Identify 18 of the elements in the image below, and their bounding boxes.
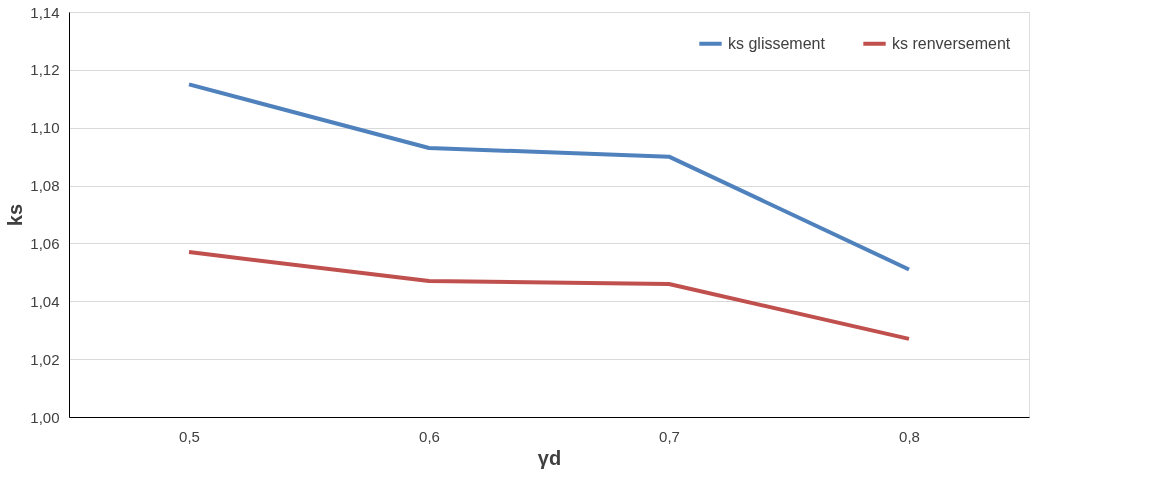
- y-tick-label: 1,02: [30, 350, 60, 368]
- x-tick-label: 0,6: [419, 427, 440, 445]
- y-axis-title: ks: [4, 203, 27, 227]
- legend-label: ks glissement: [728, 34, 826, 52]
- y-tick-label: 1,08: [30, 177, 60, 195]
- line-series: [187, 250, 911, 341]
- x-axis-title: γd: [537, 446, 562, 469]
- y-tick-label: 1,14: [30, 3, 60, 21]
- y-tick-label: 1,12: [30, 61, 60, 79]
- y-tick-label: 1,10: [30, 119, 60, 137]
- line-series: [187, 82, 911, 272]
- x-tick-label: 0,5: [179, 427, 200, 445]
- x-tick-label: 0,8: [899, 427, 920, 445]
- legend-label: ks renversement: [892, 34, 1011, 52]
- y-tick-label: 1,00: [30, 408, 60, 426]
- x-tick-label: 0,7: [659, 427, 680, 445]
- y-tick-label: 1,04: [30, 292, 60, 310]
- y-tick-label: 1,06: [30, 234, 60, 252]
